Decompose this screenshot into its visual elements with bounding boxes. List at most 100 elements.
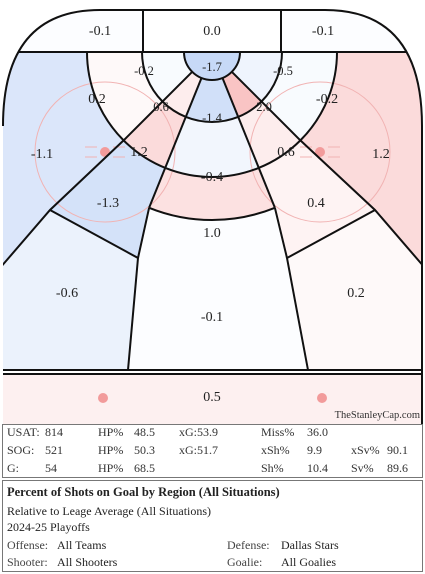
xsh-value: 9.9 xyxy=(307,443,322,457)
region-behind-net-left xyxy=(3,10,143,52)
region-center-point xyxy=(128,207,308,370)
region-value-right-point: 0.2 xyxy=(347,286,365,301)
region-mid-right-corner xyxy=(261,52,337,141)
hp-label: HP% xyxy=(98,443,124,457)
shot-region-heatmap: -0.1 0.0 -0.1 -1.7 -0.2 -0.5 0.6 -1.4 2.0 0.2 -0.2… xyxy=(2,9,423,424)
miss-value: 36.0 xyxy=(307,425,328,439)
region-inner-left xyxy=(142,52,193,102)
shooter-value: All Shooters xyxy=(57,555,118,569)
region-value-mid-slot: -0.4 xyxy=(201,170,223,185)
watermark: TheStanleyCap.com xyxy=(335,410,420,421)
region-inner-right-mid xyxy=(222,71,262,117)
defense-label: Defense: xyxy=(227,538,270,552)
sog-value: 521 xyxy=(45,443,63,457)
region-value-mid-right-corner: -0.2 xyxy=(316,92,338,107)
hp-label: HP% xyxy=(98,425,124,439)
xsh-label: xSh% xyxy=(261,443,290,457)
region-mid-right xyxy=(238,101,301,168)
region-value-mid-left: 1.2 xyxy=(130,145,148,160)
offense-label: Offense: xyxy=(7,538,49,552)
xg-label: xG: xyxy=(179,425,197,439)
faceoff-circle-left xyxy=(34,81,176,223)
arc-ring-3 xyxy=(86,51,338,178)
sh-value: 10.4 xyxy=(307,461,328,475)
xsv-label: xSv% xyxy=(351,443,380,457)
region-inner-slot xyxy=(185,78,239,122)
region-value-right-circle: 0.4 xyxy=(307,196,325,211)
region-value-inner-left-mid: 0.6 xyxy=(153,100,169,114)
xg-value: 53.9 xyxy=(197,425,218,439)
arc-ring-4 xyxy=(148,206,276,222)
region-value-right-boards: 1.2 xyxy=(372,147,390,162)
xsv-value: 90.1 xyxy=(387,443,408,457)
usat-label: USAT: xyxy=(7,425,40,439)
sh-label: Sh% xyxy=(261,461,284,475)
region-crease xyxy=(184,52,240,80)
hp-label: HP% xyxy=(98,461,124,475)
region-high-slot xyxy=(149,167,275,221)
region-behind-net-center xyxy=(143,10,281,52)
region-left-circle xyxy=(50,140,166,258)
region-neutral-zone xyxy=(3,374,422,424)
info-panel: Percent of Shots on Goal by Region (All … xyxy=(2,480,423,572)
faceoff-dot-right xyxy=(315,147,325,157)
neutral-dot-left xyxy=(98,393,108,403)
chart-title: Percent of Shots on Goal by Region (All … xyxy=(7,485,280,499)
season-label: 2024-25 Playoffs xyxy=(7,520,90,534)
shooter-label: Shooter: xyxy=(7,555,48,569)
region-mid-left-corner xyxy=(87,52,163,141)
miss-label: Miss% xyxy=(261,425,295,439)
radial-divider xyxy=(221,77,276,209)
region-value-inner-left: -0.2 xyxy=(134,64,154,78)
region-value-inner-slot: -1.4 xyxy=(202,111,223,125)
stats-panel: USAT: 814 HP% 48.5 xG: 53.9 Miss% 36.0 S… xyxy=(2,424,423,478)
region-value-left-point: -0.6 xyxy=(56,286,78,301)
region-value-neutral-zone: 0.5 xyxy=(203,390,221,405)
sog-label: SOG: xyxy=(7,443,35,457)
offense-value: All Teams xyxy=(57,538,107,552)
stats-row-sog: SOG: 521 HP% 50.3 xG: 51.7 xSh% 9.9 xSv%… xyxy=(3,443,422,461)
region-value-behind-net-center: 0.0 xyxy=(203,24,221,39)
rink-boards xyxy=(2,9,423,424)
region-value-high-slot: 1.0 xyxy=(203,226,221,241)
stats-row-goals: G: 54 HP% 68.5 Sh% 10.4 Sv% 89.6 xyxy=(3,461,422,479)
region-left-boards xyxy=(3,52,124,268)
sv-label: Sv% xyxy=(351,461,374,475)
region-left-point xyxy=(3,210,138,370)
arc-ring-2 xyxy=(141,51,283,123)
region-mid-left xyxy=(123,101,186,168)
region-value-inner-right: -0.5 xyxy=(273,64,293,78)
net-zone-dividers xyxy=(142,10,282,52)
region-value-mid-right: 0.6 xyxy=(277,145,295,160)
radial-divider xyxy=(148,77,203,209)
goalie-label: Goalie: xyxy=(227,555,263,569)
region-value-behind-net-left: -0.1 xyxy=(89,24,111,39)
chart-subtitle: Relative to Leage Average (All Situation… xyxy=(7,504,212,518)
region-inner-right xyxy=(231,52,282,102)
g-label: G: xyxy=(7,461,19,475)
region-value-left-boards: -1.1 xyxy=(31,147,53,162)
hp-value: 68.5 xyxy=(134,461,155,475)
region-mid-slot xyxy=(165,116,259,177)
region-value-inner-right-mid: 2.0 xyxy=(256,100,272,114)
neutral-dot-right xyxy=(317,393,327,403)
region-right-boards xyxy=(300,52,422,268)
g-value: 54 xyxy=(45,461,57,475)
faceoff-circle-right xyxy=(249,81,391,223)
xg-label: xG: xyxy=(179,443,197,457)
radial-divider xyxy=(122,71,193,142)
xg-value: 51.7 xyxy=(197,443,218,457)
radial-divider xyxy=(231,71,302,142)
region-value-center-point: -0.1 xyxy=(201,310,223,325)
usat-value: 814 xyxy=(45,425,63,439)
region-right-circle xyxy=(258,140,375,258)
arc-ring-1 xyxy=(183,51,241,81)
region-inner-left-mid xyxy=(162,71,202,117)
region-behind-net-right xyxy=(281,10,422,52)
region-value-left-circle: -1.3 xyxy=(97,196,119,211)
hp-value: 50.3 xyxy=(134,443,155,457)
defense-value: Dallas Stars xyxy=(281,538,339,552)
sv-value: 89.6 xyxy=(387,461,408,475)
region-value-mid-left-corner: 0.2 xyxy=(88,92,106,107)
high-slot-divider xyxy=(137,207,288,259)
